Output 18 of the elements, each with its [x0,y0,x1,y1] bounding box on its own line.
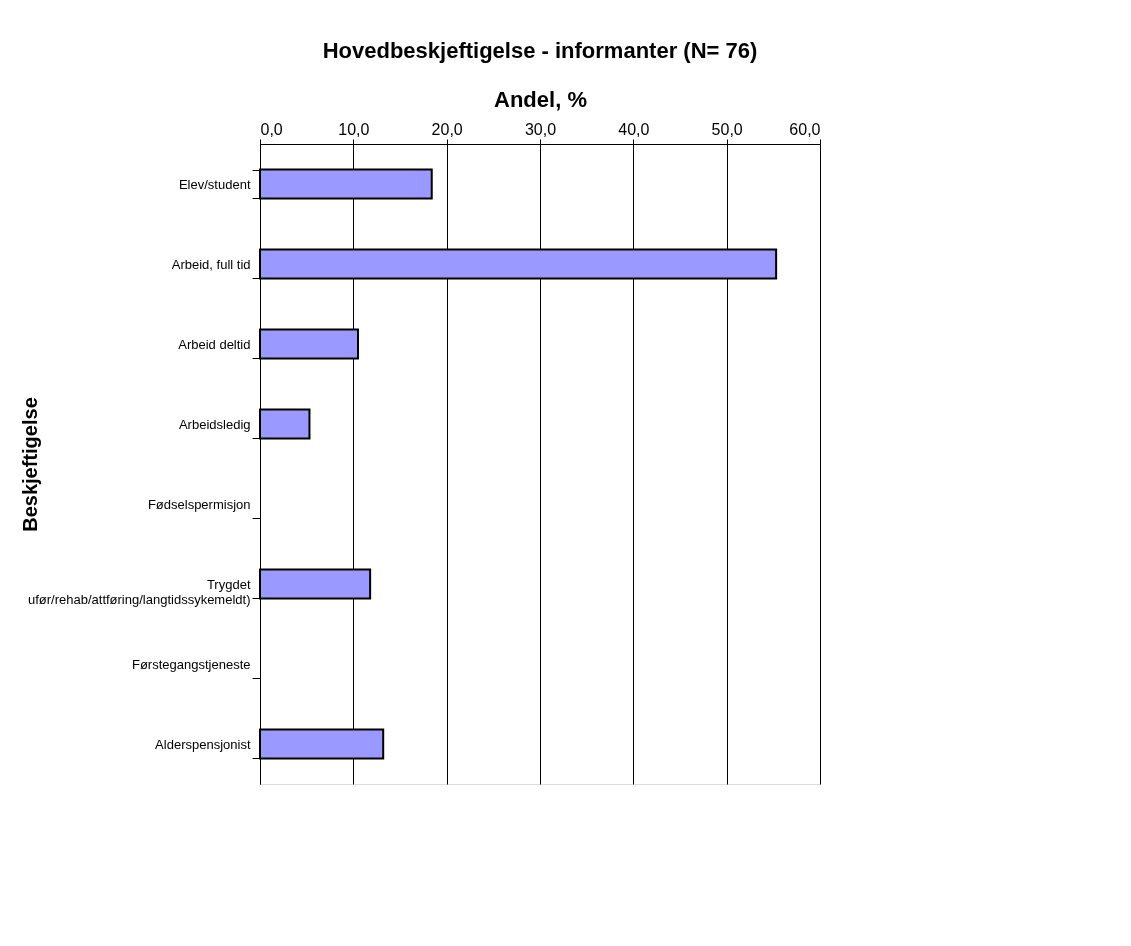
x-tick-label: 20,0 [431,120,463,138]
x-tick-label: 10,0 [338,120,370,138]
x-tick-label: 50,0 [711,120,743,138]
y-tick-label: Fødselspermisjon [147,496,251,512]
x-tick-label: 40,0 [618,120,650,138]
x-tick-label: 60,0 [789,120,821,138]
y-axis-title: Beskjeftigelse [18,397,41,532]
y-tick-label: Arbeid deltid [178,336,251,352]
y-tick-label: Arbeidsledig [178,416,251,432]
x-axis-title: Andel, % [494,86,587,112]
chart-title: Hovedbeskjeftigelse - informanter (N= 76) [322,38,758,63]
x-tick-label: 0,0 [260,120,283,138]
y-tick-label: Alderspensjonist [155,736,251,752]
y-tick-label: Arbeid, full tid [171,256,251,272]
y-tick-label: Elev/student [178,176,251,192]
x-tick-label: 30,0 [524,120,557,138]
y-tick-label: Førstegangstjeneste [131,656,251,672]
y-tick-label: Trygdet ufør/rehab/attføring/langtidssykemeldt) [27,576,251,607]
